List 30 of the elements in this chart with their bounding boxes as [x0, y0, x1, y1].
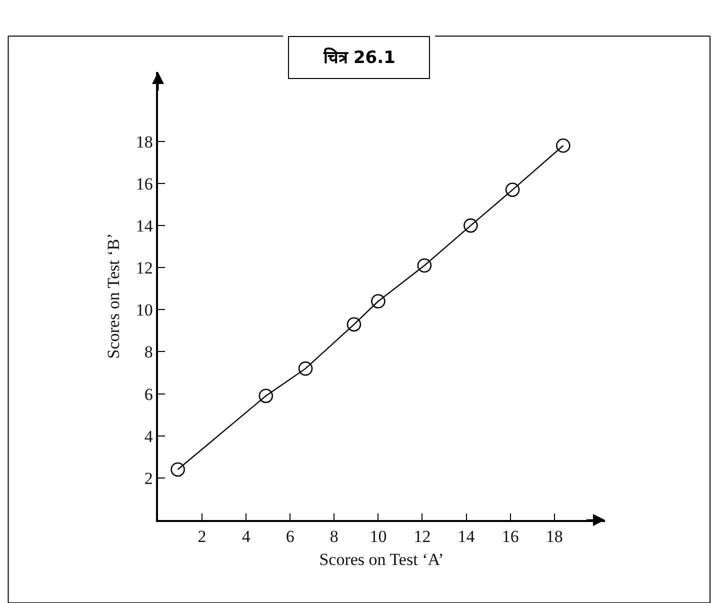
point: [258, 388, 274, 404]
y-tick-label: 12: [136, 258, 153, 278]
x-tick-label: 4: [242, 527, 251, 546]
point: [417, 258, 432, 273]
x-tick-label: 16: [502, 527, 519, 546]
point: [505, 182, 520, 197]
y-tick-label: 18: [136, 132, 153, 152]
x-tick-label: 14: [458, 527, 476, 546]
y-tick-label: 4: [144, 426, 154, 446]
y-axis-title: Scores on Test ‘B’: [104, 233, 123, 359]
y-tick-label: 14: [136, 216, 154, 236]
point: [346, 317, 362, 332]
y-tick-label: 6: [144, 384, 153, 404]
point: [170, 462, 185, 477]
chart-title: चित्र 26.1: [322, 47, 396, 68]
y-tick-label: 2: [144, 468, 153, 488]
x-tick-label: 8: [330, 527, 338, 546]
point: [298, 361, 313, 376]
x-axis-title: Scores on Test ‘A’: [319, 550, 444, 570]
y-tick-label: 10: [136, 300, 153, 320]
x-tick-label: 2: [198, 527, 206, 546]
y-tick-label: 8: [144, 342, 153, 362]
y-tick-label: 16: [136, 174, 153, 194]
point: [464, 218, 478, 233]
point: [556, 138, 570, 153]
x-tick-label: 18: [546, 527, 563, 546]
point: [371, 294, 386, 308]
x-tick-label: 12: [414, 527, 431, 546]
x-tick-label: 10: [370, 527, 387, 546]
x-tick-label: 6: [286, 527, 294, 546]
